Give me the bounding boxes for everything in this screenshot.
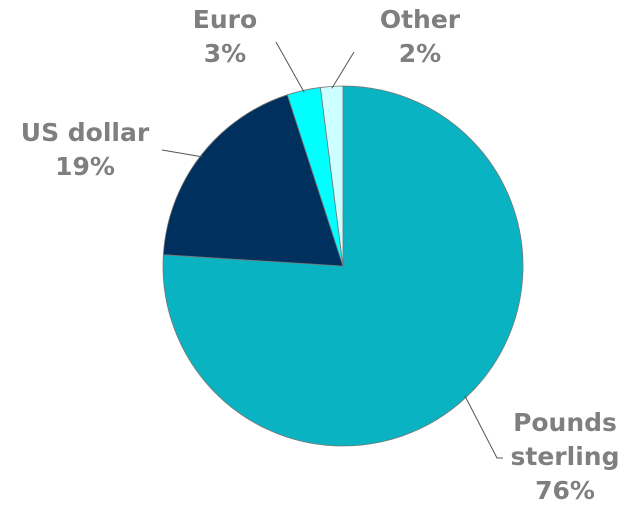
leader-line xyxy=(331,51,355,89)
slice-percent: 2% xyxy=(398,39,442,68)
data-label: Other 2% xyxy=(370,3,470,71)
pie-slice xyxy=(162,94,344,267)
data-label: Euro 3% xyxy=(180,3,270,71)
slice-name: Pounds sterling xyxy=(510,408,620,471)
slice-name: Other xyxy=(379,5,461,34)
slice-name: US dollar xyxy=(20,118,150,147)
slice-percent: 3% xyxy=(203,39,247,68)
data-label: Pounds sterling 76% xyxy=(505,406,625,508)
leader-line xyxy=(464,395,503,459)
slice-name: Euro xyxy=(192,5,258,34)
leader-line xyxy=(275,41,305,93)
pie-slice xyxy=(319,85,344,267)
data-label: US dollar 19% xyxy=(10,116,160,184)
slice-percent: 19% xyxy=(55,152,115,181)
leader-line xyxy=(161,149,203,158)
pie-slice xyxy=(162,85,524,447)
slice-percent: 76% xyxy=(535,476,595,505)
